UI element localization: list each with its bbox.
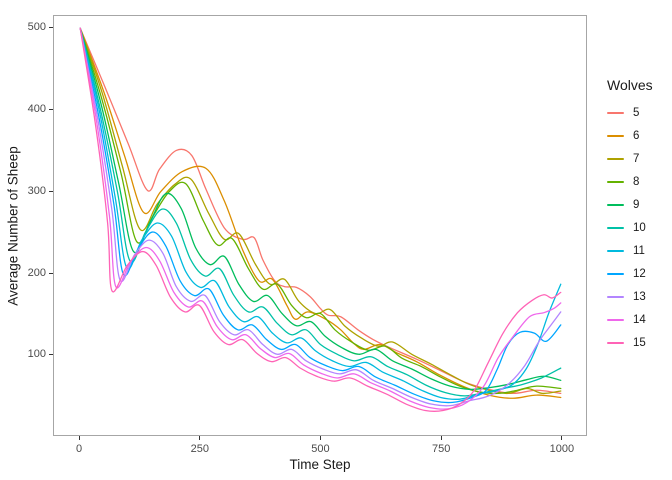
y-tick-mark	[49, 26, 53, 28]
legend-key-icon	[607, 220, 624, 236]
y-tick-label: 200	[27, 266, 46, 279]
legend-label: 5	[633, 107, 640, 119]
legend-item-wolves-15: 15	[607, 335, 671, 351]
legend-key-icon	[607, 197, 624, 213]
plot-panel	[53, 15, 587, 436]
legend-key-line	[607, 181, 624, 183]
legend-key-icon	[607, 289, 624, 305]
plot-line-wolves-14	[79, 27, 562, 410]
plot-line-wolves-13	[79, 27, 562, 407]
x-axis-title: Time Step	[289, 457, 351, 472]
plot-line-wolves-5	[79, 27, 562, 395]
y-tick-mark	[49, 108, 53, 110]
legend-title: Wolves	[607, 77, 653, 93]
x-tick-mark	[319, 436, 321, 440]
plot-line-wolves-15	[79, 27, 562, 412]
legend-label: 6	[633, 130, 640, 142]
plot-line-wolves-9	[79, 27, 562, 391]
legend-item-wolves-14: 14	[607, 312, 671, 328]
legend-label: 12	[633, 268, 646, 280]
legend-key-line	[607, 273, 624, 275]
legend-item-wolves-12: 12	[607, 266, 671, 282]
y-tick-label: 300	[27, 184, 46, 197]
legend-label: 8	[633, 176, 640, 188]
y-axis-title: Average Number of Sheep	[5, 146, 21, 306]
legend-key-icon	[607, 105, 624, 121]
legend-key-line	[607, 112, 624, 114]
legend-label: 7	[633, 153, 640, 165]
y-tick-mark	[49, 272, 53, 274]
legend-key-line	[607, 296, 624, 298]
legend-item-wolves-7: 7	[607, 151, 671, 167]
x-tick-label: 1000	[549, 443, 575, 455]
plot-line-wolves-12	[79, 27, 562, 404]
legend-label: 11	[633, 245, 645, 257]
legend-key-line	[607, 319, 624, 321]
x-tick-mark	[199, 436, 201, 440]
x-tick-label: 500	[311, 443, 330, 455]
plot-lines-canvas	[79, 27, 562, 412]
legend-label: 14	[633, 314, 646, 326]
legend-key-line	[607, 250, 624, 252]
legend: Wolves 5 6 7 8 9 10 11 12 13 14 15	[607, 77, 671, 358]
legend-label: 9	[633, 199, 640, 211]
legend-item-wolves-11: 11	[607, 243, 671, 259]
legend-label: 10	[633, 222, 646, 234]
legend-key-icon	[607, 151, 624, 167]
legend-item-wolves-5: 5	[607, 105, 671, 121]
legend-item-wolves-8: 8	[607, 174, 671, 190]
y-tick-label: 400	[27, 102, 46, 115]
plot-line-wolves-11	[79, 27, 562, 400]
x-tick-label: 750	[432, 443, 451, 455]
x-tick-label: 250	[190, 443, 209, 455]
legend-key-line	[607, 204, 624, 206]
y-tick-mark	[49, 190, 53, 192]
y-tick-label: 500	[27, 20, 46, 33]
legend-key-icon	[607, 312, 624, 328]
x-tick-mark	[440, 436, 442, 440]
legend-label: 13	[633, 291, 646, 303]
legend-key-icon	[607, 243, 624, 259]
legend-key-icon	[607, 174, 624, 190]
legend-item-wolves-13: 13	[607, 289, 671, 305]
x-tick-label: 0	[76, 443, 83, 455]
plot-line-wolves-10	[79, 27, 562, 397]
legend-key-icon	[607, 335, 624, 351]
legend-item-wolves-6: 6	[607, 128, 671, 144]
legend-key-icon	[607, 266, 624, 282]
y-tick-label: 100	[27, 348, 46, 361]
plot-line-wolves-6	[79, 27, 562, 399]
legend-items: 5 6 7 8 9 10 11 12 13 14 15	[607, 105, 671, 351]
legend-key-line	[607, 342, 624, 344]
legend-key-line	[607, 135, 624, 137]
legend-label: 15	[633, 337, 646, 349]
legend-key-icon	[607, 128, 624, 144]
legend-item-wolves-10: 10	[607, 220, 671, 236]
plot-line-wolves-7	[79, 27, 562, 395]
legend-key-line	[607, 227, 624, 229]
plot-line-wolves-8	[79, 27, 562, 395]
x-tick-mark	[561, 436, 563, 440]
legend-key-line	[607, 158, 624, 160]
y-tick-mark	[49, 354, 53, 356]
x-tick-mark	[78, 436, 80, 440]
legend-item-wolves-9: 9	[607, 197, 671, 213]
